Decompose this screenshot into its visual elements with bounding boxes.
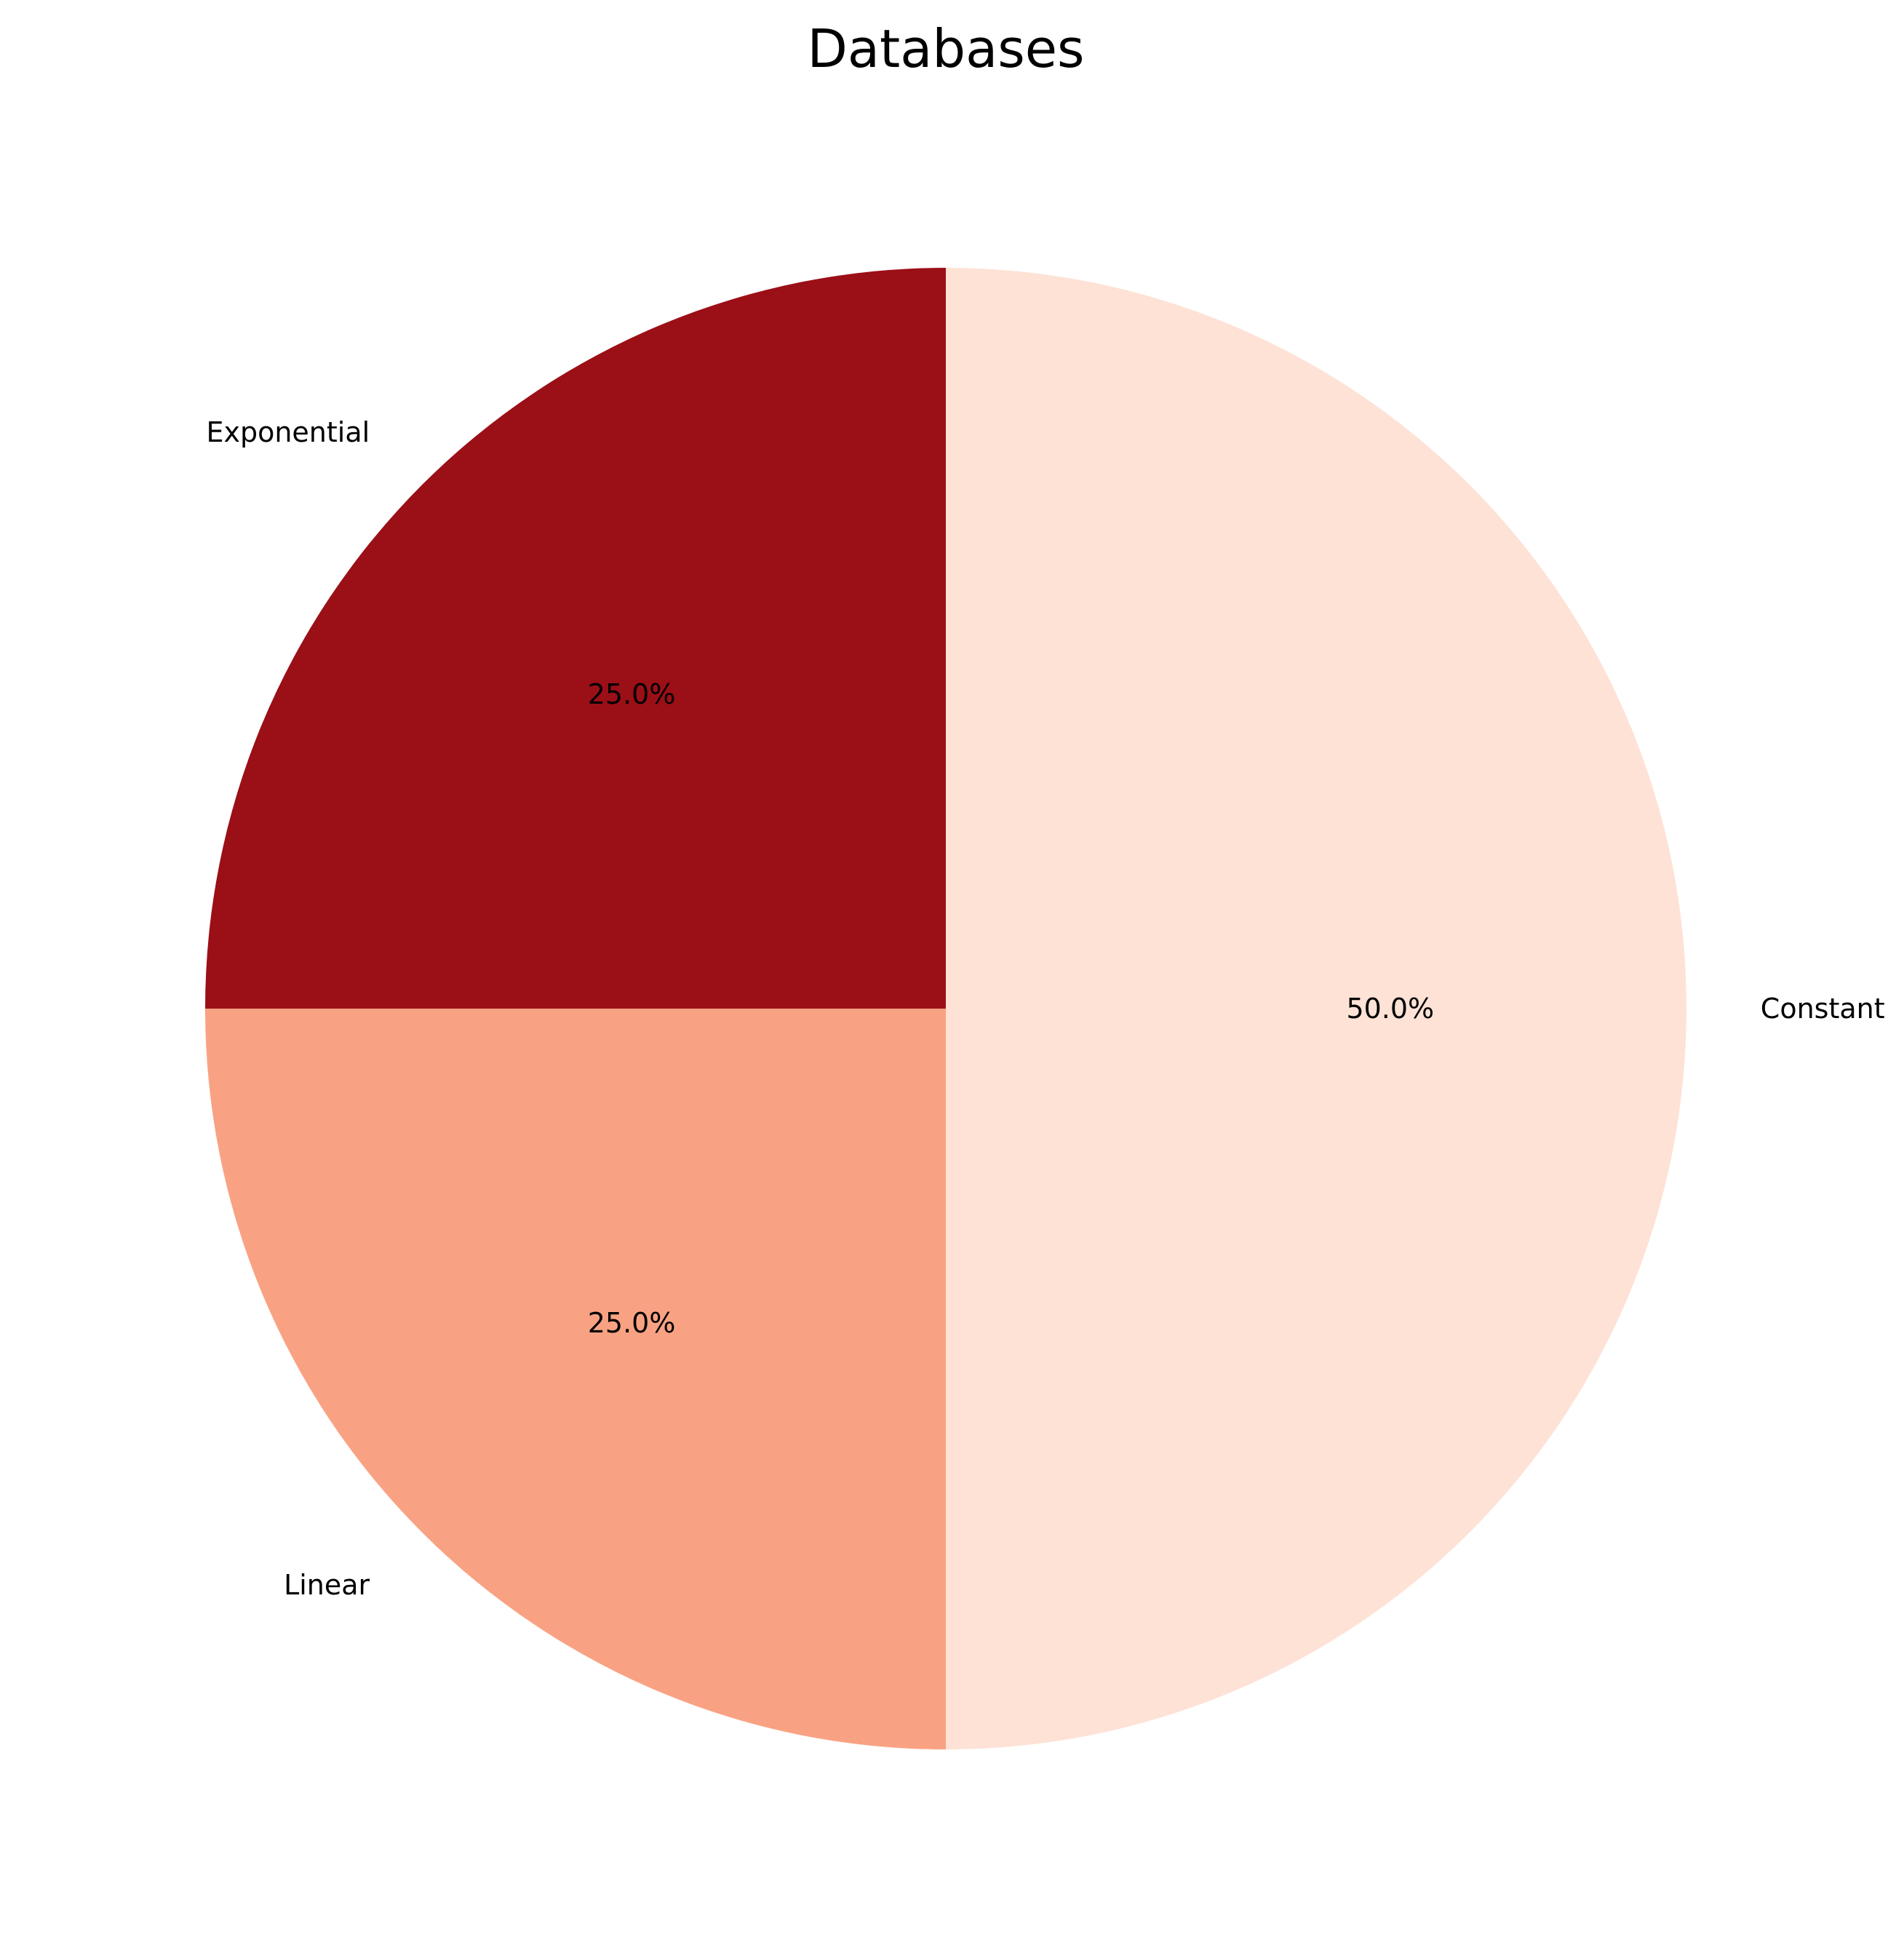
slice-label-exponential: Exponential: [206, 416, 370, 448]
pie-slice-linear: [205, 1009, 946, 1749]
pie-slices: [205, 268, 1686, 1749]
slice-label-linear: Linear: [284, 1569, 370, 1601]
chart-title: Databases: [807, 18, 1084, 79]
slice-percent-linear: 25.0%: [588, 1307, 676, 1339]
pie-slice-constant: [946, 268, 1686, 1749]
pie-labels: Exponential 25.0% Linear 25.0% Constant 50.0%: [206, 416, 1884, 1601]
pie-slice-exponential: [205, 268, 946, 1009]
slice-percent-exponential: 25.0%: [588, 678, 676, 710]
slice-percent-constant: 50.0%: [1346, 993, 1434, 1025]
slice-label-constant: Constant: [1761, 993, 1885, 1025]
